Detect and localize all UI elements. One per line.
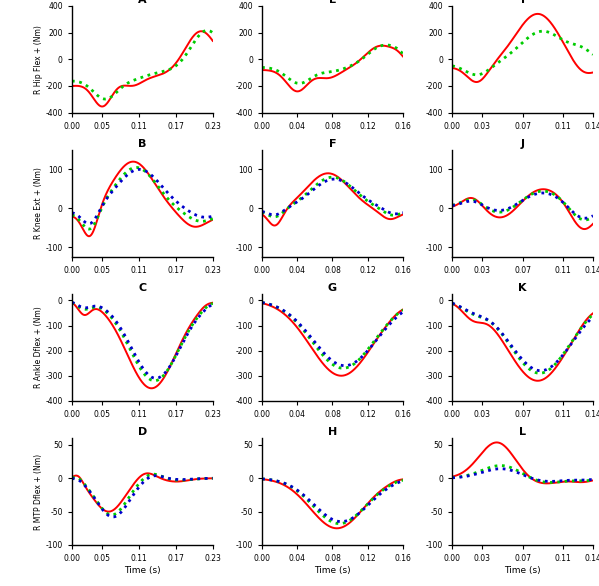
Title: J: J [521, 139, 525, 149]
Title: G: G [328, 283, 337, 294]
Title: E: E [329, 0, 336, 5]
Title: K: K [518, 283, 527, 294]
Y-axis label: R MTP Dflex + (Nm): R MTP Dflex + (Nm) [34, 454, 43, 530]
Title: C: C [138, 283, 146, 294]
Title: H: H [328, 427, 337, 437]
X-axis label: Time (s): Time (s) [314, 566, 351, 575]
Title: A: A [138, 0, 147, 5]
Title: D: D [138, 427, 147, 437]
Title: I: I [521, 0, 525, 5]
X-axis label: Time (s): Time (s) [504, 566, 541, 575]
X-axis label: Time (s): Time (s) [124, 566, 161, 575]
Y-axis label: R Hip Flex + (Nm): R Hip Flex + (Nm) [34, 25, 43, 94]
Y-axis label: R Knee Ext + (Nm): R Knee Ext + (Nm) [34, 168, 43, 239]
Title: F: F [329, 139, 336, 149]
Y-axis label: R Ankle Dflex + (Nm): R Ankle Dflex + (Nm) [34, 306, 43, 389]
Title: L: L [519, 427, 526, 437]
Title: B: B [138, 139, 147, 149]
